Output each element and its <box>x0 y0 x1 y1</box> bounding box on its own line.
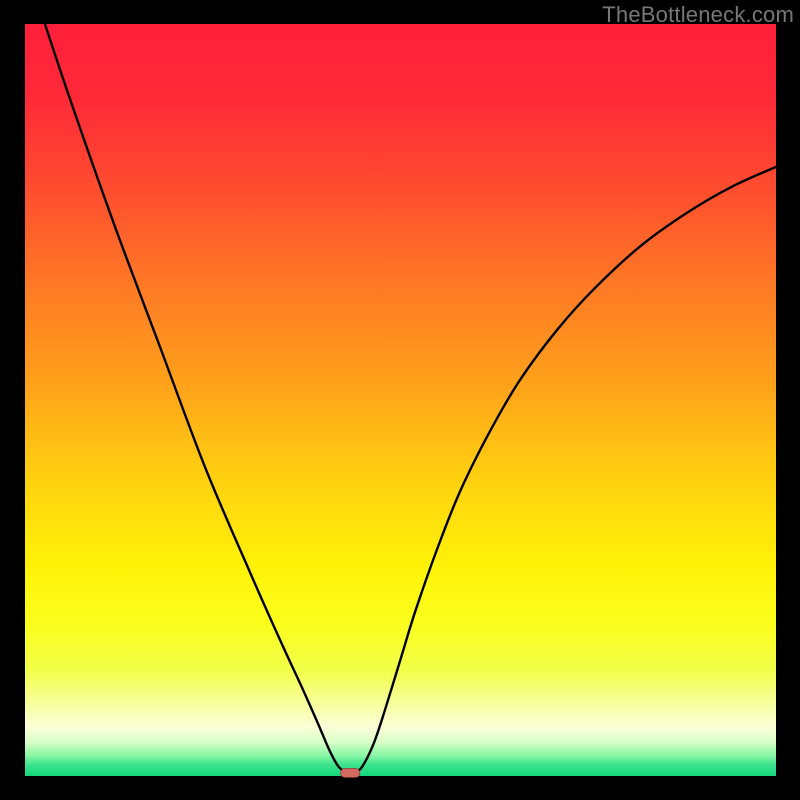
chart-root: TheBottleneck.com <box>0 0 800 800</box>
bottleneck-chart <box>0 0 800 800</box>
watermark-text: TheBottleneck.com <box>602 2 794 28</box>
optimum-marker <box>340 768 360 777</box>
